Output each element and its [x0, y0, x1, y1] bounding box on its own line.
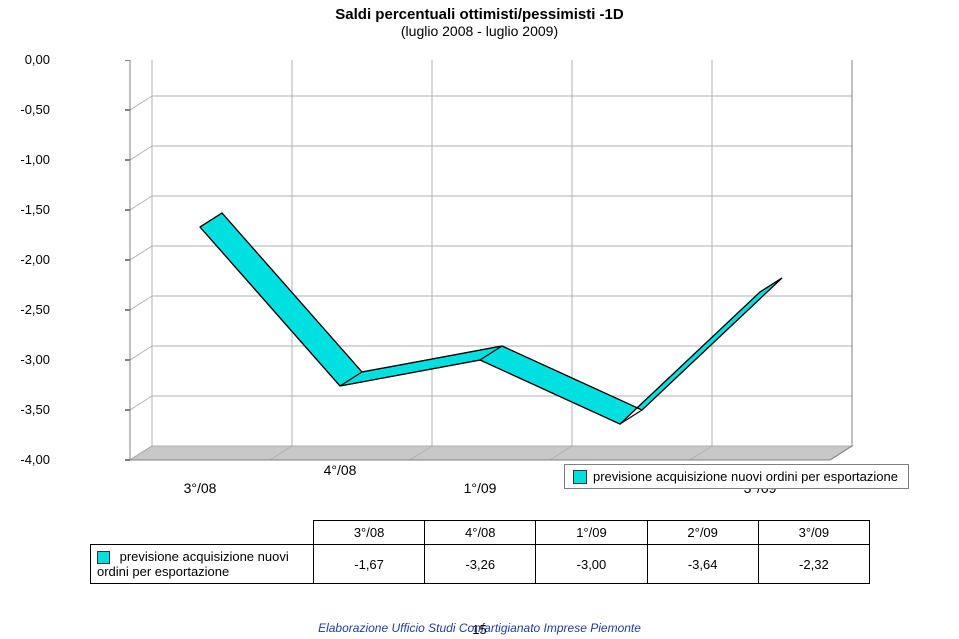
chart-svg — [60, 60, 900, 480]
table-cell: -1,67 — [314, 545, 425, 584]
y-tick-label: -3,50 — [0, 402, 50, 417]
legend-text: previsione acquisizione nuovi ordini per… — [593, 469, 898, 484]
legend: previsione acquisizione nuovi ordini per… — [564, 464, 909, 489]
y-tick-label: -1,50 — [0, 202, 50, 217]
table-col-header: 4°/08 — [425, 521, 536, 545]
table-col-header: 3°/08 — [314, 521, 425, 545]
chart-subtitle: (luglio 2008 - luglio 2009) — [0, 23, 959, 39]
chart-area — [60, 60, 900, 480]
table-row-label: previsione acquisizione nuovi ordini per… — [91, 545, 314, 584]
table-col-header: 1°/09 — [536, 521, 647, 545]
x-tick-label: 3°/08 — [184, 480, 217, 496]
title-block: Saldi percentuali ottimisti/pessimisti -… — [0, 6, 959, 39]
table-header-row: 3°/084°/081°/092°/093°/09 — [91, 521, 870, 545]
table-cell: -2,32 — [758, 545, 869, 584]
legend-swatch — [573, 470, 587, 484]
y-tick-label: -2,00 — [0, 252, 50, 267]
y-tick-label: -0,50 — [0, 102, 50, 117]
page: Saldi percentuali ottimisti/pessimisti -… — [0, 0, 959, 639]
table-row: previsione acquisizione nuovi ordini per… — [91, 545, 870, 584]
table-cell: -3,00 — [536, 545, 647, 584]
table-col-header: 3°/09 — [758, 521, 869, 545]
page-number: 15 — [0, 622, 959, 637]
chart-title: Saldi percentuali ottimisti/pessimisti -… — [0, 6, 959, 23]
table-blank-cell — [91, 521, 314, 545]
y-tick-label: -4,00 — [0, 452, 50, 467]
y-tick-label: -2,50 — [0, 302, 50, 317]
y-tick-label: -3,00 — [0, 352, 50, 367]
x-tick-label: 1°/09 — [464, 480, 497, 496]
y-tick-label: -1,00 — [0, 152, 50, 167]
y-tick-label: 0,00 — [0, 52, 50, 67]
data-table: 3°/084°/081°/092°/093°/09 previsione acq… — [90, 520, 870, 584]
table-col-header: 2°/09 — [647, 521, 758, 545]
table-row-label-text: previsione acquisizione nuovi ordini per… — [97, 549, 289, 579]
x-tick-label: 4°/08 — [324, 462, 357, 478]
table-cell: -3,64 — [647, 545, 758, 584]
table-swatch — [97, 551, 110, 564]
table-cell: -3,26 — [425, 545, 536, 584]
data-table-wrap: 3°/084°/081°/092°/093°/09 previsione acq… — [90, 520, 870, 584]
